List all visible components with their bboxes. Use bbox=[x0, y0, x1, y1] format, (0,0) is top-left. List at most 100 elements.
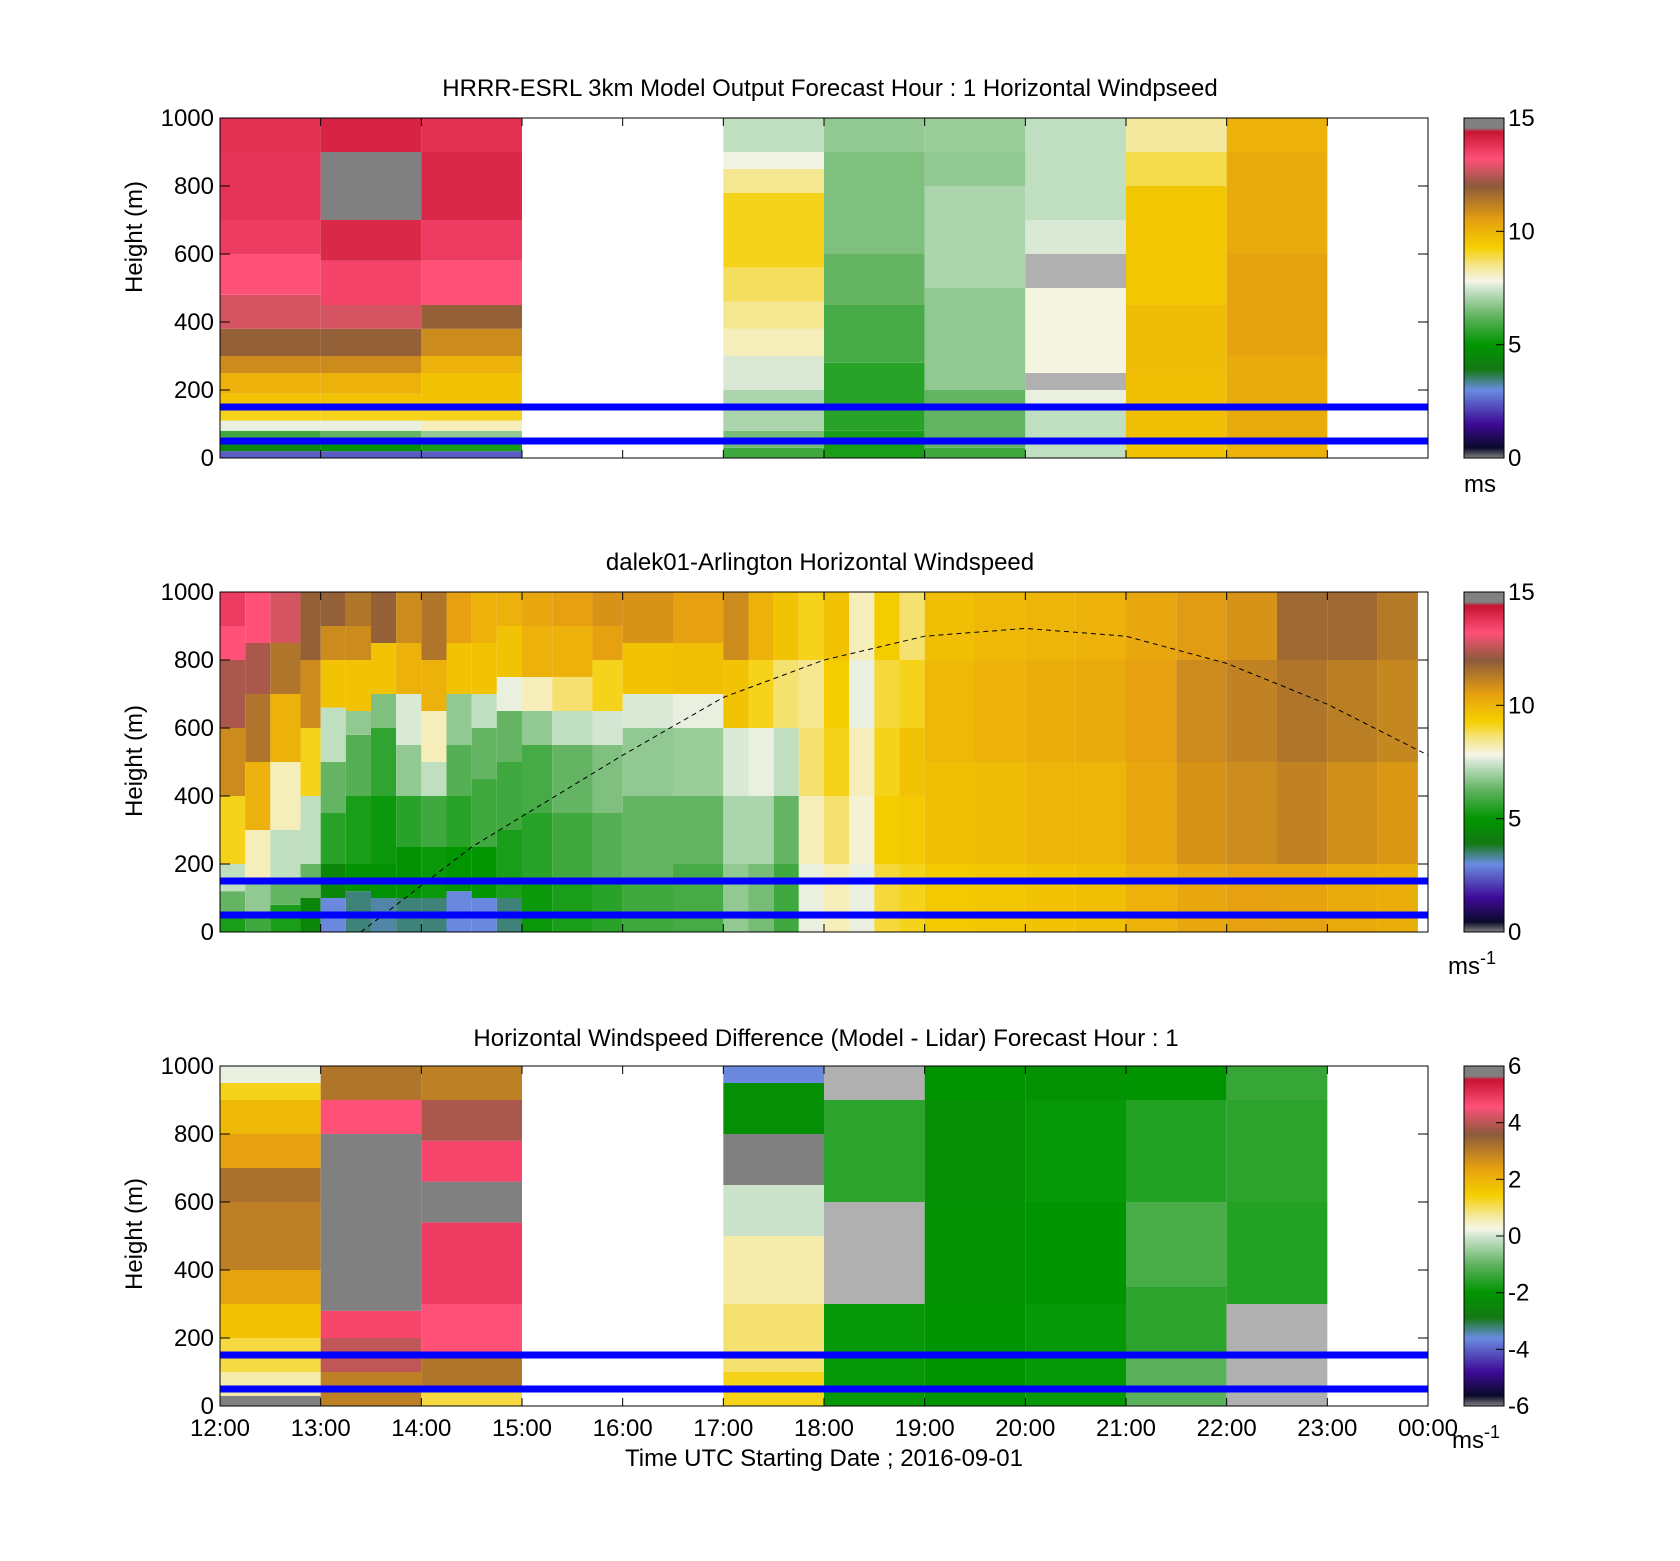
heatmap-cell bbox=[1126, 152, 1227, 186]
heatmap-cell bbox=[471, 779, 497, 847]
heatmap-cell bbox=[723, 1304, 824, 1372]
heatmap-cell bbox=[421, 220, 522, 261]
heatmap-cell bbox=[1327, 592, 1378, 660]
heatmap-cell bbox=[1025, 1202, 1126, 1304]
heatmap-cell bbox=[396, 796, 422, 847]
heatmap-cell bbox=[1126, 660, 1177, 762]
heatmap-cell bbox=[220, 152, 321, 220]
heatmap-cell bbox=[496, 677, 522, 711]
heatmap-cell bbox=[924, 288, 1026, 390]
y-tick-label: 0 bbox=[201, 919, 214, 946]
heatmap-cell bbox=[975, 864, 1026, 932]
heatmap-cell bbox=[220, 1202, 321, 1270]
heatmap-cell bbox=[320, 152, 422, 220]
heatmap-cell bbox=[824, 592, 850, 660]
panel-difference: Horizontal Windspeed Difference (Model -… bbox=[121, 1025, 1529, 1454]
heatmap-cell bbox=[270, 592, 301, 643]
heatmap-cell bbox=[592, 660, 623, 711]
heatmap-cell bbox=[1126, 186, 1227, 305]
heatmap-cell bbox=[622, 643, 673, 694]
heatmap-cell bbox=[421, 451, 522, 458]
heatmap-cell bbox=[522, 813, 553, 881]
y-tick-label: 200 bbox=[174, 1325, 214, 1352]
heatmap-cell bbox=[824, 1066, 925, 1100]
heatmap-cell bbox=[320, 1066, 422, 1100]
heatmap-cell bbox=[245, 881, 271, 912]
y-axis-label: Height (m) bbox=[121, 181, 148, 293]
colorbar-tick-label: 10 bbox=[1508, 692, 1535, 719]
heatmap-cell bbox=[1025, 592, 1076, 660]
heatmap-cell bbox=[220, 451, 321, 458]
heatmap-cell bbox=[220, 592, 246, 626]
colorbar-unit: ms-1 bbox=[1448, 948, 1496, 980]
heatmap-cell bbox=[924, 1202, 1026, 1304]
x-tick-label: 21:00 bbox=[1096, 1415, 1156, 1442]
heatmap-cell bbox=[320, 451, 422, 458]
heatmap-cell bbox=[975, 592, 1026, 660]
heatmap-cell bbox=[1126, 1100, 1227, 1202]
heatmap-cell bbox=[723, 592, 749, 660]
heatmap-cell bbox=[1277, 660, 1328, 762]
heatmap-cell bbox=[421, 660, 447, 711]
heatmap-cell bbox=[924, 152, 1026, 186]
heatmap-cell bbox=[220, 1100, 321, 1134]
heatmap-cell bbox=[723, 1083, 824, 1134]
heatmap-cell bbox=[1025, 762, 1076, 864]
heatmap-cell bbox=[320, 813, 346, 864]
colorbar-tick-label: 10 bbox=[1508, 218, 1535, 245]
heatmap-cell bbox=[1176, 762, 1227, 864]
heatmap-cell bbox=[1025, 118, 1126, 220]
heatmap-cell bbox=[723, 1236, 824, 1304]
heatmap-cell bbox=[421, 1066, 522, 1100]
heatmap-cell bbox=[421, 118, 522, 152]
heatmap-cell bbox=[899, 728, 925, 796]
x-tick-label: 12:00 bbox=[190, 1415, 250, 1442]
heatmap-cell bbox=[522, 745, 553, 813]
heatmap-cell bbox=[673, 694, 724, 728]
x-tick-label: 00:00 bbox=[1398, 1415, 1458, 1442]
heatmap-cell bbox=[924, 660, 975, 762]
heatmap-cell bbox=[1075, 592, 1126, 660]
heatmap-cell bbox=[300, 728, 321, 796]
heatmap-cell bbox=[723, 796, 749, 864]
heatmap-cell bbox=[1075, 660, 1126, 762]
colorbar bbox=[1463, 591, 1505, 933]
heatmap-cell bbox=[320, 356, 422, 373]
heatmap-cell bbox=[1226, 356, 1328, 438]
y-tick-label: 200 bbox=[174, 851, 214, 878]
heatmap-cell bbox=[824, 1202, 925, 1304]
heatmap-cell bbox=[824, 728, 850, 796]
y-tick-label: 1000 bbox=[161, 105, 214, 132]
heatmap-cell bbox=[320, 420, 422, 431]
heatmap-cell bbox=[1075, 864, 1126, 932]
heatmap-cell bbox=[723, 1066, 824, 1083]
heatmap-cell bbox=[1126, 864, 1177, 932]
heatmap-cell bbox=[345, 592, 371, 626]
heatmap-cell bbox=[371, 796, 397, 864]
heatmap-cell bbox=[1277, 762, 1328, 864]
heatmap-cell bbox=[421, 1100, 522, 1141]
heatmap-cell bbox=[421, 441, 522, 452]
y-tick-label: 400 bbox=[174, 309, 214, 336]
heatmap-cell bbox=[592, 592, 623, 626]
heatmap-cell bbox=[320, 305, 422, 329]
heatmap-cell bbox=[421, 152, 522, 220]
heatmap-cell bbox=[552, 592, 593, 626]
heatmap-cell bbox=[320, 1134, 422, 1311]
x-tick-label: 20:00 bbox=[995, 1415, 1055, 1442]
heatmap-cell bbox=[1025, 407, 1126, 458]
heatmap-cell bbox=[824, 864, 850, 932]
heatmap-cell bbox=[270, 830, 301, 881]
heatmap-cell bbox=[522, 626, 553, 677]
colorbar-tick-label: 0 bbox=[1508, 1223, 1521, 1250]
heatmap-cell bbox=[874, 796, 900, 864]
y-tick-label: 1000 bbox=[161, 579, 214, 606]
heatmap-cell bbox=[421, 762, 447, 796]
heatmap-cell bbox=[924, 1100, 1026, 1202]
heatmap-cell bbox=[1226, 660, 1277, 762]
heatmap-cell bbox=[220, 420, 321, 431]
colorbar-ticks: -6 -4 -2 0 2 4 6 bbox=[1496, 1053, 1529, 1420]
heatmap-cell bbox=[592, 745, 623, 813]
heatmap-cell bbox=[421, 430, 522, 441]
heatmap-cell bbox=[421, 796, 447, 847]
